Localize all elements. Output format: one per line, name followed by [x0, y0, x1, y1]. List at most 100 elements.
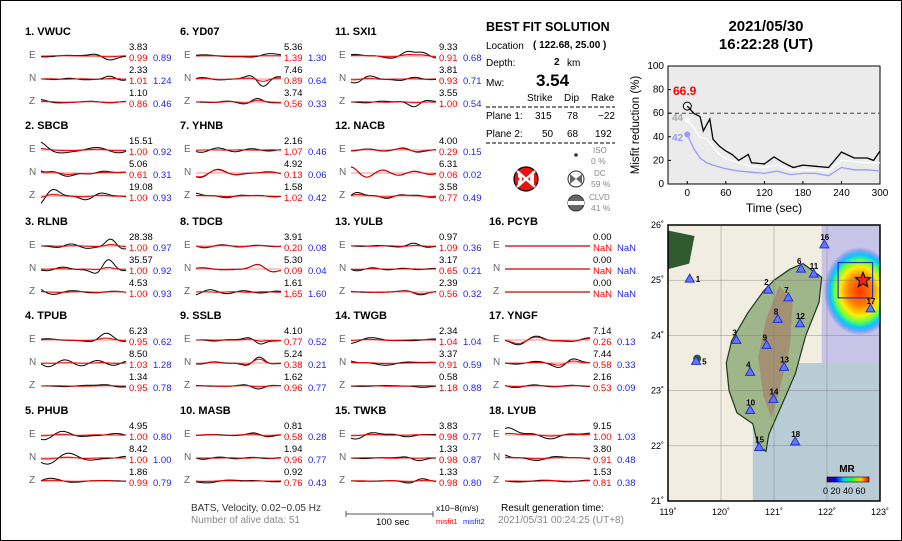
peak-amplitude: 1.61 — [284, 278, 303, 289]
misfit2-value: 0.31 — [153, 170, 172, 181]
station-number-label: 15 — [755, 435, 764, 444]
synthetic-waveform — [351, 457, 436, 459]
misfit1-value: 0.26 — [593, 337, 612, 348]
dip-header: Dip — [564, 93, 580, 104]
synthetic-waveform — [40, 479, 126, 483]
peak-amplitude: 8.50 — [129, 349, 148, 360]
station-number-label: 5 — [702, 357, 707, 366]
station-number-label: 12 — [796, 312, 805, 321]
synthetic-waveform — [40, 244, 126, 248]
component-label: E — [493, 429, 500, 440]
peak-amplitude: 1.58 — [284, 182, 303, 193]
misfit2-value: 0.79 — [153, 478, 172, 489]
component-label: E — [29, 144, 36, 155]
synthetic-waveform — [195, 99, 281, 104]
misfit1-value: 1.01 — [129, 76, 148, 87]
misfit1-value: 0.56 — [284, 99, 303, 110]
component-label: Z — [493, 380, 500, 391]
synthetic-waveform — [195, 169, 282, 178]
plane2-label: Plane 2: — [486, 129, 523, 140]
misfit2-value: 1.28 — [153, 360, 172, 371]
station-triangle-icon — [794, 317, 806, 328]
peak-amplitude: 1.62 — [284, 372, 303, 383]
peak-amplitude: 7.44 — [593, 349, 612, 360]
station-triangle-icon — [761, 339, 772, 349]
observed-waveform — [351, 385, 437, 388]
observed-waveform — [351, 456, 436, 462]
y-tick-label: 60 — [653, 108, 665, 119]
misfit1-value: 0.99 — [129, 53, 148, 64]
misfit1-value: 1.00 — [129, 289, 148, 300]
misfit1-value: 1.00 — [129, 455, 148, 466]
misfit2-value: 0.38 — [617, 478, 636, 489]
misfit2-value: 0.68 — [463, 53, 482, 64]
synthetic-waveform — [350, 166, 437, 178]
misfit1-value: 1.00 — [593, 432, 612, 443]
latitude-label: 24˚ — [651, 330, 664, 340]
misfit-series-line — [686, 119, 880, 172]
misfit2-value: 1.04 — [463, 337, 482, 348]
misfit1-value: 0.95 — [129, 383, 148, 394]
component-label: E — [339, 240, 346, 251]
mainland-coast — [668, 230, 695, 270]
peak-amplitude: 5.24 — [284, 349, 303, 360]
component-label: N — [493, 452, 501, 463]
component-label: E — [184, 144, 191, 155]
peak-amplitude: 4.10 — [284, 326, 303, 337]
colorbar-ticks: 0 20 40 60 — [823, 486, 866, 496]
blue-start-annotation: 42 — [672, 133, 684, 144]
misfit2-value: 1.24 — [153, 76, 172, 87]
misfit2-value: 0.62 — [153, 337, 172, 348]
station-number-label: 18 — [791, 430, 800, 439]
component-label: E — [339, 429, 346, 440]
misfit1-value: 0.89 — [284, 76, 303, 87]
central-mountains — [758, 285, 793, 419]
synthetic-waveform — [41, 456, 126, 460]
misfit2-value: 0.78 — [153, 383, 172, 394]
misfit1-value: 0.91 — [593, 455, 612, 466]
component-label: Z — [339, 380, 346, 391]
dc-value: 59 % — [591, 179, 611, 189]
event-date: 2021/05/30 — [728, 18, 804, 35]
station-title: 10. MASB — [180, 405, 231, 417]
peak-amplitude: 4.92 — [284, 159, 303, 170]
misfit1-value: 1.00 — [439, 99, 458, 110]
component-label: Z — [184, 190, 191, 201]
misfit-series-line — [686, 134, 881, 177]
depth-value: 2 — [554, 57, 560, 68]
station-title: 3. RLNB — [25, 216, 68, 228]
peak-amplitude: 3.55 — [439, 88, 458, 99]
mw-label: Mw: — [486, 78, 505, 89]
misfit2-value: 0.92 — [153, 266, 172, 277]
misfit1-value: 1.00 — [129, 147, 148, 158]
misfit-series-line — [686, 105, 881, 169]
x-tick-label: 300 — [872, 188, 889, 199]
misfit2-value: 0.06 — [308, 170, 327, 181]
misfit2-value: NaN — [617, 289, 637, 300]
component-label: Z — [339, 96, 346, 107]
observed-waveform — [41, 75, 127, 81]
synthetic-waveform — [351, 385, 436, 387]
map-frame — [667, 224, 881, 502]
y-tick-label: 80 — [653, 85, 665, 96]
station-title: 1. VWUC — [25, 26, 71, 38]
observed-waveform — [40, 359, 127, 368]
misfit1-value: 0.77 — [284, 337, 303, 348]
peak-amplitude: 1.94 — [284, 444, 303, 455]
station-title: 11. SXI1 — [335, 26, 377, 38]
peak-amplitude: 0.92 — [284, 467, 303, 478]
observed-waveform — [196, 337, 282, 345]
misfit1-value: 0.91 — [439, 360, 458, 371]
component-label: E — [184, 50, 191, 61]
latitude-label: 23˚ — [651, 386, 664, 396]
x-tick-label: 0 — [684, 188, 690, 199]
peak-amplitude: 0.81 — [284, 421, 303, 432]
misfit1-value: 0.98 — [439, 455, 458, 466]
misfit2-value: 0.46 — [308, 147, 327, 158]
best-fit-annotation: 66.9 — [673, 84, 697, 98]
station-number-label: 6 — [797, 257, 802, 266]
observed-waveform — [40, 141, 127, 154]
peak-amplitude: 1.10 — [129, 88, 148, 99]
station-number-label: 16 — [820, 233, 829, 242]
station-triangle-icon — [731, 334, 742, 344]
